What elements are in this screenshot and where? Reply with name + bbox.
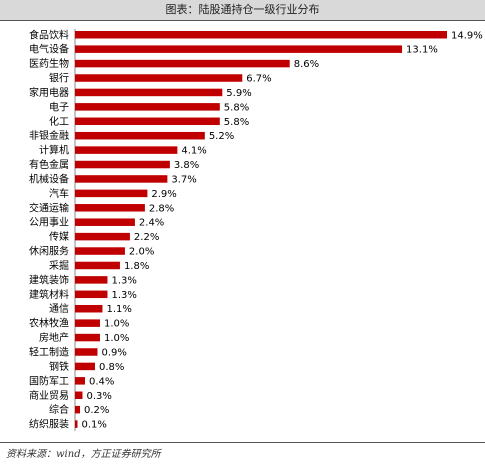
bar-8: [75, 146, 178, 154]
bar-0: [75, 31, 447, 39]
category-label: 钢铁: [49, 360, 69, 373]
value-label: 1.1%: [106, 304, 131, 315]
bar-20: [75, 319, 100, 327]
category-label: 休闲服务: [29, 245, 69, 258]
bar-16: [75, 261, 120, 270]
category-label: 建筑材料: [29, 288, 69, 301]
bar-23: [75, 362, 95, 371]
category-label: 化工: [49, 115, 69, 128]
value-label: 2.0%: [129, 247, 154, 258]
category-label: 商业贸易: [29, 389, 69, 402]
category-label: 综合: [49, 403, 69, 416]
title-divider: [0, 20, 485, 21]
value-label: 1.0%: [104, 319, 129, 330]
bar-9: [75, 160, 170, 169]
bar-24: [75, 377, 85, 385]
value-label: 2.8%: [149, 203, 174, 214]
value-label: 0.3%: [86, 391, 111, 402]
category-label: 计算机: [39, 144, 69, 157]
bar-6: [75, 117, 220, 126]
category-label: 通信: [49, 303, 69, 315]
value-label: 0.4%: [89, 376, 114, 387]
value-label: 5.9%: [226, 88, 251, 99]
value-label: 1.3%: [111, 275, 136, 286]
value-label: 2.9%: [151, 189, 176, 200]
value-label: 5.2%: [209, 131, 234, 142]
category-label: 汽车: [49, 187, 69, 200]
category-label: 机械设备: [29, 172, 69, 185]
bar-26: [75, 405, 80, 414]
category-label: 采掘: [49, 259, 69, 272]
value-label: 14.9%: [451, 30, 483, 41]
category-label: 传媒: [49, 231, 69, 243]
bar-15: [75, 247, 125, 255]
bar-11: [75, 189, 148, 198]
category-label: 纺织服装: [29, 418, 69, 431]
value-label: 8.6%: [294, 59, 319, 70]
bar-17: [75, 276, 108, 284]
category-label: 房地产: [39, 331, 69, 344]
category-label: 医药生物: [29, 57, 69, 70]
value-label: 2.4%: [139, 218, 164, 229]
bar-1: [75, 45, 403, 53]
value-label: 3.8%: [174, 160, 199, 171]
value-label: 6.7%: [246, 74, 271, 85]
value-label: 3.7%: [171, 174, 196, 185]
value-label: 5.8%: [224, 102, 249, 113]
bar-18: [75, 290, 108, 299]
value-label: 13.1%: [406, 45, 438, 56]
chart-title: 图表：陆股通持仓一级行业分布: [0, 0, 485, 20]
bar-21: [75, 333, 100, 342]
bar-10: [75, 175, 168, 183]
category-label: 建筑装饰: [29, 273, 69, 286]
category-label: 农林牧渔: [29, 317, 69, 330]
category-label: 银行: [49, 72, 69, 85]
value-label: 2.2%: [134, 232, 159, 243]
category-label: 公用事业: [29, 216, 69, 229]
bar-14: [75, 232, 130, 241]
bar-5: [75, 103, 220, 111]
bar-25: [75, 391, 83, 399]
category-label: 食品饮料: [29, 28, 69, 41]
source-note: 资料来源：wind，方正证券研究所: [6, 449, 161, 460]
source-divider: [0, 442, 485, 443]
category-label: 非银金融: [29, 129, 69, 142]
bar-13: [75, 218, 135, 226]
value-label: 5.8%: [224, 117, 249, 128]
value-label: 4.1%: [181, 146, 206, 157]
bar-22: [75, 348, 98, 356]
category-label: 国防军工: [29, 374, 69, 387]
category-label: 有色金属: [29, 158, 69, 171]
value-label: 1.0%: [104, 333, 129, 344]
category-label: 家用电器: [29, 86, 69, 99]
value-label: 1.3%: [111, 290, 136, 301]
bar-12: [75, 204, 145, 212]
value-label: 1.8%: [124, 261, 149, 272]
category-label: 轻工制造: [29, 345, 69, 358]
value-label: 0.2%: [84, 405, 109, 416]
bar-2: [75, 59, 290, 68]
bar-19: [75, 304, 103, 313]
bar-4: [75, 88, 223, 97]
value-label: 0.8%: [99, 362, 124, 373]
bar-27: [75, 420, 78, 428]
value-label: 0.1%: [81, 420, 106, 431]
bar-3: [75, 74, 243, 82]
category-label: 电气设备: [29, 43, 69, 56]
category-label: 电子: [49, 100, 69, 113]
bar-7: [75, 131, 205, 140]
category-label: 交通运输: [29, 201, 69, 214]
value-label: 0.9%: [101, 347, 126, 358]
